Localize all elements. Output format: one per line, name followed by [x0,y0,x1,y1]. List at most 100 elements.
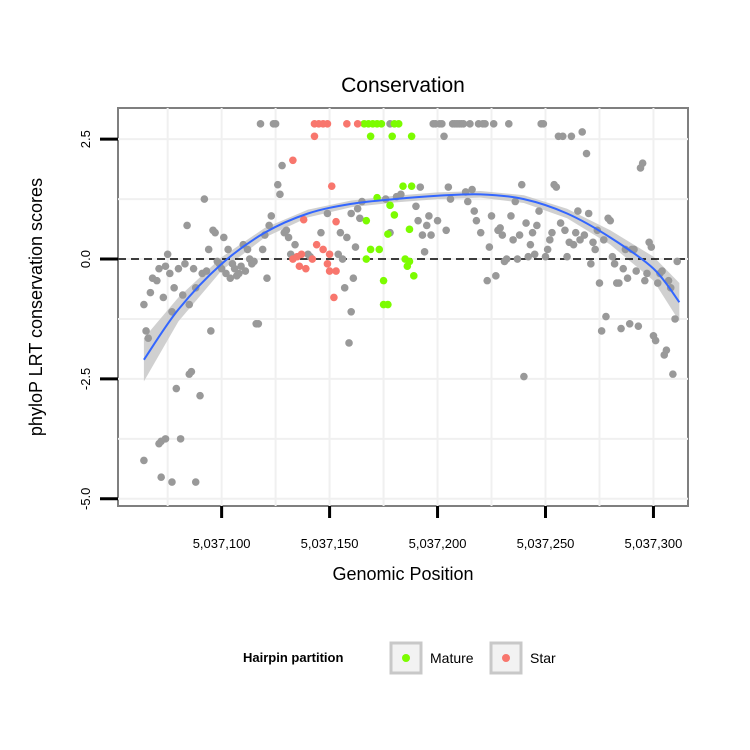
data-point [619,264,628,273]
data-point [291,240,299,249]
plot-panel [117,107,689,507]
data-point [345,339,353,347]
x-tick-label: 5,037,250 [517,536,575,551]
data-point [155,264,163,273]
data-point [580,231,589,239]
data-point [513,255,522,263]
data-point [159,293,168,302]
legend: Hairpin partition Mature Star [243,641,556,675]
data-point [671,315,679,323]
data-point [243,245,252,254]
data-point [487,212,496,220]
data-point [235,269,243,278]
x-axis-title: Genomic Position [332,564,473,584]
mature-point [388,132,397,141]
data-point [563,252,571,261]
data-point [271,120,280,128]
star-point [332,217,340,226]
data-point [602,312,610,321]
data-point [196,391,204,400]
mature-point [384,300,392,309]
data-point [265,221,273,230]
data-point [276,190,284,199]
data-point [323,209,332,218]
data-point [530,250,539,259]
data-point [587,260,595,268]
data-point [541,252,550,261]
data-point [282,226,291,235]
mature-point [407,132,416,141]
data-point [146,288,155,297]
data-point [219,233,228,242]
legend-label-mature: Mature [430,650,474,666]
data-point [498,231,507,239]
data-point [651,336,660,345]
data-point [502,255,511,263]
smooth-trend-line [143,193,681,361]
data-point [340,284,349,292]
data-point [489,120,498,128]
data-point [569,240,578,249]
data-point [535,207,543,215]
y-tick-label: 2.5 [78,130,93,148]
data-point [634,322,643,330]
data-point [511,197,520,206]
data-point [425,212,433,220]
data-point [515,231,524,239]
data-point [397,190,405,199]
x-tick-label: 5,037,100 [193,536,251,551]
legend-marker-star [502,654,510,662]
data-point [163,250,172,259]
legend-label-star: Star [530,650,556,666]
data-point [183,221,191,230]
data-point [517,180,526,189]
data-point [338,255,347,263]
data-point [653,279,662,287]
data-point [546,236,554,244]
data-point [578,128,587,136]
data-point [172,384,181,393]
data-point [597,327,606,335]
data-point [161,262,170,271]
data-point [174,264,183,273]
data-point [153,276,161,285]
data-point [625,319,634,328]
data-point [317,228,325,237]
mature-point [390,211,399,219]
data-point [476,228,485,237]
y-axis: -5.0 -2.5 0.0 2.5 [78,130,118,510]
data-point [422,221,431,230]
data-point [647,243,656,251]
data-point [526,240,535,249]
star-point [330,293,338,302]
data-point [140,300,148,309]
y-axis-title: phyloP LRT conservation scores [26,178,46,436]
legend-marker-mature [402,654,410,662]
data-point [204,245,213,254]
data-point [176,435,185,443]
data-point [418,231,427,239]
star-point [295,262,304,271]
mature-point [399,182,407,190]
data-point [595,279,604,287]
data-point [226,274,235,283]
data-point [520,372,528,381]
data-point [533,221,541,230]
mature-point [409,272,418,280]
grid-lines [118,108,688,506]
data-point [582,149,591,158]
data-point [658,267,666,275]
data-point [157,473,165,482]
data-point [468,185,476,194]
data-point [200,195,209,203]
data-point [256,120,265,128]
data-point [284,233,293,242]
mature-point [362,216,371,225]
data-point [632,267,640,275]
data-point [496,224,504,232]
data-point [241,267,250,275]
data-point [353,204,362,213]
star-point [308,255,317,263]
data-point [524,252,533,261]
data-point [343,233,351,242]
